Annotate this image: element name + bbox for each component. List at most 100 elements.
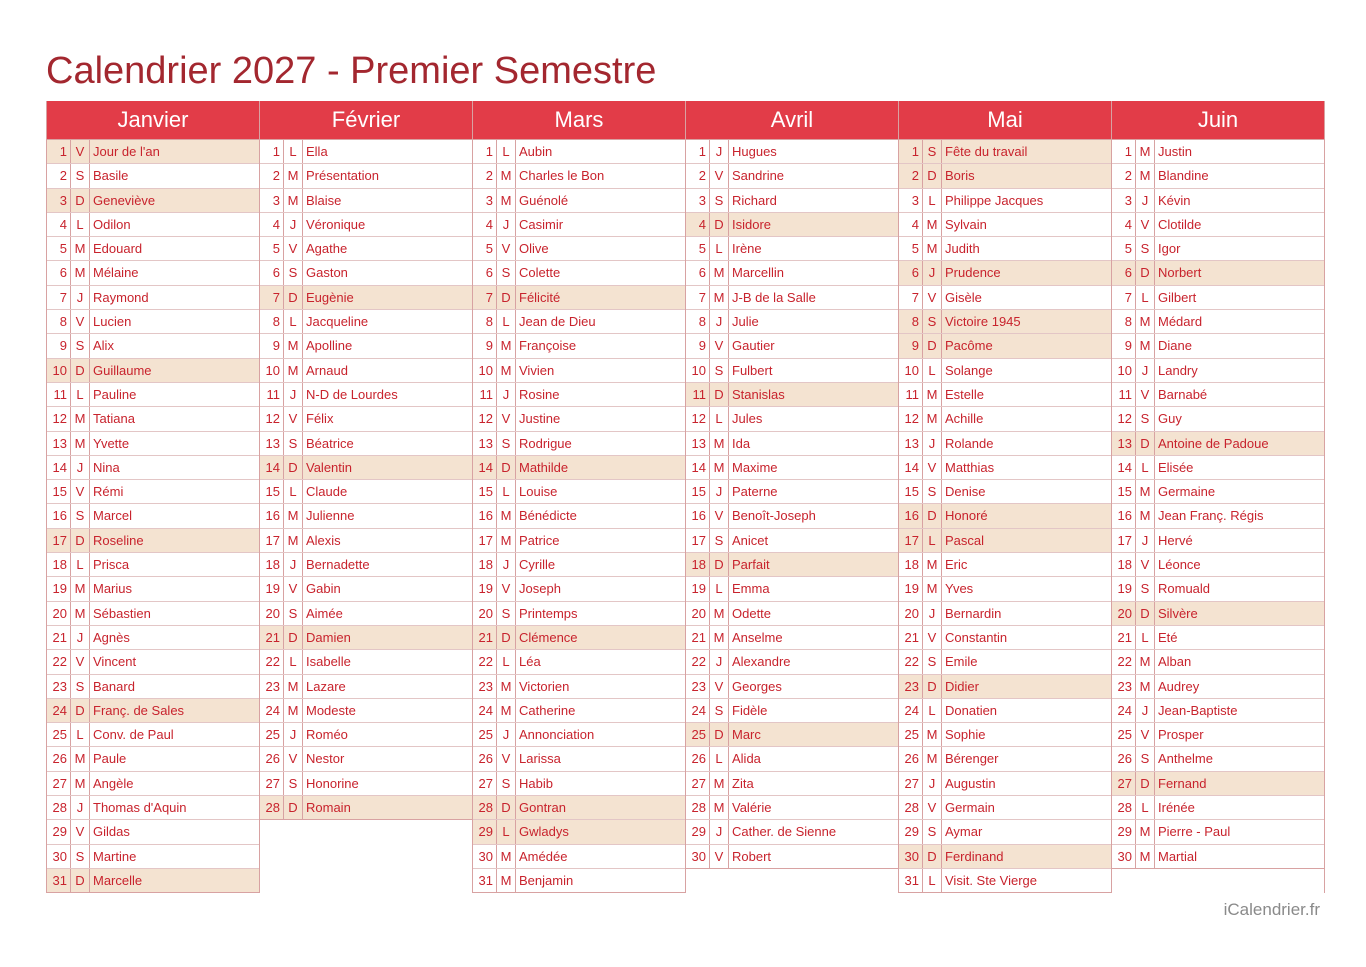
saint-name: Bernadette xyxy=(306,557,370,573)
weekday-letter: M xyxy=(284,528,303,553)
day-row: 6 S Gaston xyxy=(260,261,472,286)
day-number: 26 xyxy=(899,747,923,771)
day-number: 19 xyxy=(1112,577,1136,601)
saint-name: Sandrine xyxy=(732,168,785,184)
day-number: 11 xyxy=(260,382,284,407)
saint-name: Geneviève xyxy=(93,192,156,208)
day-row: 10 L Solange xyxy=(899,358,1111,383)
saint-name: Rosine xyxy=(519,386,560,402)
weekday-letter: V xyxy=(71,820,90,844)
month-column-5: Juin 1 M Justin 2 M Blandine 3 J Kévin 4 V Clotilde 5… xyxy=(1112,101,1325,894)
day-number: 8 xyxy=(686,310,710,334)
saint-name: Printemps xyxy=(519,605,578,621)
saint-name: Patrice xyxy=(519,532,560,548)
day-row-highlighted: 13 D Antoine de Padoue xyxy=(1112,431,1324,456)
day-row: 22 L Léa xyxy=(473,650,685,675)
day-number: 12 xyxy=(47,407,71,431)
day-row: 27 M Zita xyxy=(686,771,898,797)
saint-name: Habib xyxy=(519,775,553,791)
saint-name: Diane xyxy=(1158,338,1192,354)
day-row-highlighted: 1 V Jour de l'an xyxy=(47,140,259,165)
day-row: 11 L Pauline xyxy=(47,382,259,408)
day-row: 20 M Sébastien xyxy=(47,601,259,626)
day-row-highlighted: 27 D Fernand xyxy=(1112,771,1324,797)
day-number: 10 xyxy=(47,358,71,382)
day-row: 4 J Casimir xyxy=(473,212,685,238)
weekday-letter: S xyxy=(284,771,303,796)
weekday-letter: V xyxy=(71,650,90,674)
day-number: 20 xyxy=(473,601,497,625)
day-number: 8 xyxy=(1112,310,1136,334)
day-number: 16 xyxy=(473,504,497,528)
day-number: 1 xyxy=(473,140,497,164)
weekday-letter: S xyxy=(1136,577,1155,601)
saint-name: Véronique xyxy=(306,216,366,232)
saint-name: Bernardin xyxy=(945,605,1002,621)
day-row: 24 J Jean-Baptiste xyxy=(1112,698,1324,724)
weekday-letter: M xyxy=(284,698,303,723)
day-number: 29 xyxy=(473,820,497,844)
day-number: 7 xyxy=(47,285,71,310)
weekday-letter: J xyxy=(923,601,942,625)
day-number: 22 xyxy=(899,650,923,674)
weekday-letter: M xyxy=(497,674,516,698)
saint-name: Yves xyxy=(945,581,974,597)
day-row: 22 V Vincent xyxy=(47,650,259,675)
month-header: Juin xyxy=(1112,101,1324,140)
day-number: 29 xyxy=(1112,820,1136,844)
weekday-letter: S xyxy=(710,188,729,212)
day-number: 18 xyxy=(1112,553,1136,577)
day-number: 12 xyxy=(686,407,710,431)
day-row: 1 J Hugues xyxy=(686,140,898,165)
day-row-highlighted: 29 L Gwladys xyxy=(473,820,685,845)
month-header: Janvier xyxy=(47,101,259,140)
weekday-letter: M xyxy=(71,237,90,261)
day-number: 22 xyxy=(260,650,284,674)
day-number: 24 xyxy=(686,698,710,723)
day-row: 26 V Nestor xyxy=(260,747,472,772)
saint-name: Fête du travail xyxy=(945,144,1028,159)
weekday-letter: V xyxy=(923,285,942,310)
weekday-letter: D xyxy=(710,553,729,577)
weekday-letter: L xyxy=(1136,455,1155,480)
day-row: 14 V Matthias xyxy=(899,455,1111,481)
saint-name: Richard xyxy=(732,192,777,208)
day-number: 7 xyxy=(260,285,284,310)
saint-name: Achille xyxy=(945,411,984,427)
saint-name: Eté xyxy=(1158,629,1178,645)
day-number: 17 xyxy=(473,528,497,553)
day-number: 8 xyxy=(473,310,497,334)
day-row-highlighted: 4 D Isidore xyxy=(686,212,898,238)
day-row: 8 V Lucien xyxy=(47,310,259,335)
day-number: 19 xyxy=(47,577,71,601)
day-number: 25 xyxy=(686,723,710,747)
weekday-letter: D xyxy=(71,868,90,893)
weekday-letter: D xyxy=(923,164,942,188)
saint-name: Alix xyxy=(93,338,114,354)
day-row: 26 L Alida xyxy=(686,747,898,772)
day-number: 16 xyxy=(899,504,923,528)
day-row: 29 M Pierre - Paul xyxy=(1112,820,1324,845)
saint-name: Ida xyxy=(732,435,751,451)
saint-name: Aubin xyxy=(519,144,553,159)
day-number: 2 xyxy=(899,164,923,188)
weekday-letter: V xyxy=(1136,553,1155,577)
weekday-letter: S xyxy=(710,358,729,382)
saint-name: Irénée xyxy=(1158,800,1195,816)
saint-name: Alexandre xyxy=(732,654,791,670)
day-row: 12 L Jules xyxy=(686,407,898,432)
saint-name: Guénolé xyxy=(519,192,569,208)
day-number: 6 xyxy=(1112,261,1136,285)
day-row-highlighted: 10 D Guillaume xyxy=(47,358,259,383)
day-row: 29 J Cather. de Sienne xyxy=(686,820,898,845)
day-number: 22 xyxy=(686,650,710,674)
saint-name: Agathe xyxy=(306,241,348,257)
weekday-letter: J xyxy=(284,382,303,407)
saint-name: Prisca xyxy=(93,557,130,573)
day-row: 8 M Médard xyxy=(1112,310,1324,335)
weekday-letter: M xyxy=(497,698,516,723)
day-number: 11 xyxy=(686,382,710,407)
day-row-highlighted: 17 D Roseline xyxy=(47,528,259,554)
weekday-letter: D xyxy=(710,723,729,747)
day-row-highlighted: 7 D Félicité xyxy=(473,285,685,311)
